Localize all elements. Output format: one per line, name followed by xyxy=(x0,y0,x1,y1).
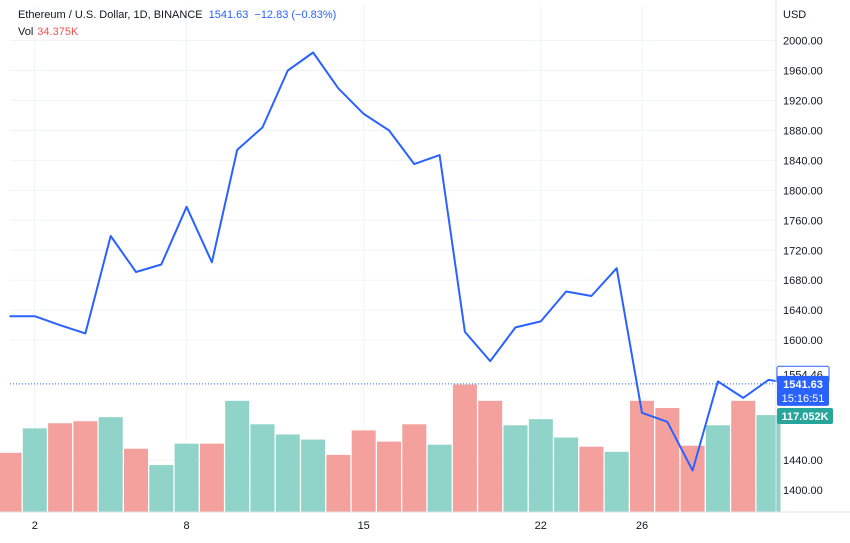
volume-bar xyxy=(351,430,376,512)
volume-bar xyxy=(301,439,326,512)
volume-bar xyxy=(528,419,553,512)
x-tick-label: 2 xyxy=(32,520,38,532)
volume-bar xyxy=(604,451,629,512)
volume-bar xyxy=(73,421,98,512)
bar-countdown: 15:16:51 xyxy=(782,393,825,405)
volume-bar xyxy=(756,415,781,512)
y-tick-label: 1400.00 xyxy=(783,485,823,497)
volume-bar xyxy=(478,400,503,512)
volume-bar xyxy=(427,444,452,512)
volume-bar xyxy=(705,425,730,512)
legend-last-price: 1541.63 xyxy=(208,9,249,21)
y-tick-label: 1680.00 xyxy=(783,275,823,287)
volume-bar xyxy=(98,417,123,512)
x-tick-label: 8 xyxy=(184,520,190,532)
volume-bar xyxy=(48,423,73,512)
y-tick-label: 1800.00 xyxy=(783,185,823,197)
legend-volume-row: Vol 34.375K xyxy=(18,25,78,39)
volume-bar xyxy=(655,407,680,512)
legend-change: −12.83 (−0.83%) xyxy=(254,9,337,21)
volume-bar xyxy=(275,434,300,512)
y-tick-label: 1960.00 xyxy=(783,65,823,77)
volume-bar xyxy=(225,400,250,512)
legend-symbol[interactable]: Ethereum / U.S. Dollar, 1D, BINANCE xyxy=(18,9,203,21)
volume-bar xyxy=(326,454,351,512)
legend-volume-label[interactable]: Vol xyxy=(18,26,34,38)
volume-bar xyxy=(452,384,477,512)
volume-tag xyxy=(777,408,833,424)
y-tick-label: 1440.00 xyxy=(783,455,823,467)
x-tick-label: 15 xyxy=(358,520,370,532)
volume-bar xyxy=(174,443,199,512)
x-tick-label: 26 xyxy=(636,520,648,532)
volume-bar xyxy=(579,446,604,512)
legend-volume-value: 34.375K xyxy=(37,26,79,38)
volume-bar xyxy=(377,441,401,512)
y-tick-label: 1920.00 xyxy=(783,95,823,107)
volume-bar xyxy=(402,424,427,512)
volume-bar xyxy=(630,400,654,512)
volume-bar xyxy=(731,400,756,512)
volume-bar xyxy=(0,452,22,512)
currency-label: USD xyxy=(783,9,806,21)
volume-bar xyxy=(124,448,148,512)
x-tick-label: 22 xyxy=(535,520,547,532)
volume-bar xyxy=(199,443,224,512)
y-tick-label: 1720.00 xyxy=(783,245,823,257)
y-tick-label: 2000.00 xyxy=(783,36,823,48)
last-price-tag xyxy=(777,375,829,406)
volume-bar xyxy=(554,437,579,512)
legend-symbol-row: Ethereum / U.S. Dollar, 1D, BINANCE 1541.… xyxy=(18,8,336,22)
volume-tag-value: 117.052K xyxy=(781,411,828,423)
y-tick-label: 1760.00 xyxy=(783,215,823,227)
volume-bar xyxy=(149,465,174,512)
volume-bar xyxy=(22,428,47,512)
price-line[interactable] xyxy=(9,51,794,472)
y-tick-label: 1880.00 xyxy=(783,125,823,137)
volume-bar xyxy=(250,424,275,512)
y-tick-label: 1840.00 xyxy=(783,155,823,167)
y-tick-label: 1600.00 xyxy=(783,335,823,347)
y-tick-label: 1640.00 xyxy=(783,305,823,317)
volume-bar xyxy=(503,425,528,512)
last-price-value: 1541.63 xyxy=(783,379,823,391)
